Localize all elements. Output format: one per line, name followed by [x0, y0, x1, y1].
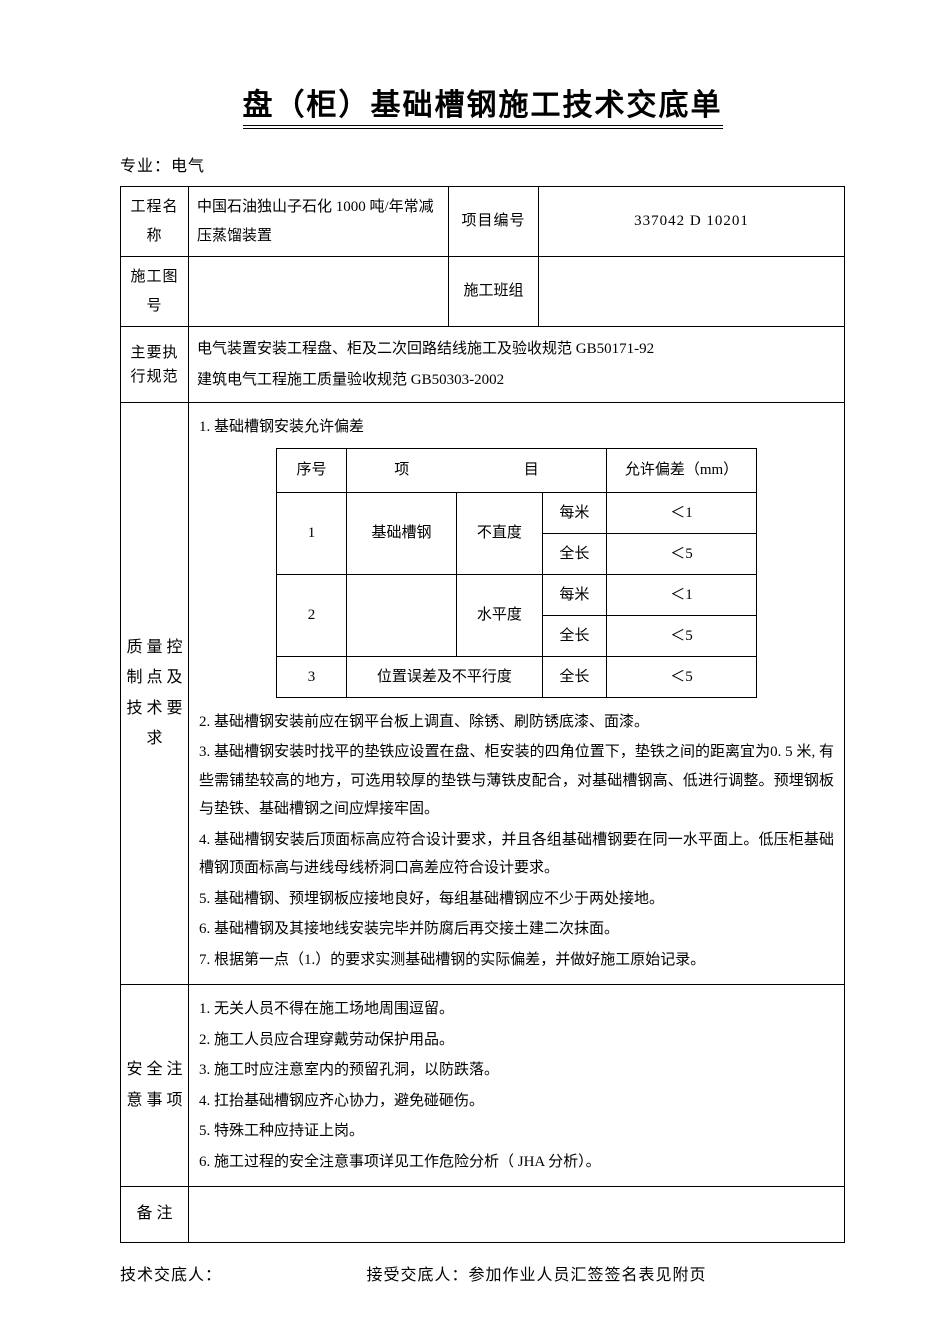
- quality-p4: 4. 基础槽钢安装后顶面标高应符合设计要求，并且各组基础槽钢要在同一水平面上。低…: [199, 826, 834, 883]
- tolerance-table: 序号 项 目 允许偏差（mm） 1 基础槽钢 不直度 每米 ＜1 全长 ＜5: [276, 448, 757, 698]
- footer-right-value: 参加作业人员汇签签名表见附页: [469, 1267, 707, 1284]
- tol-row-2a: 2 水平度 每米 ＜1: [277, 574, 757, 615]
- standards-value: 电气装置安装工程盘、柜及二次回路结线施工及验收规范 GB50171-92 建筑电…: [189, 327, 845, 403]
- row-quality: 质 量 控 制 点 及 技 术 要 求 1. 基础槽钢安装允许偏差 序号 项 目…: [121, 403, 845, 985]
- tol-row-1a: 1 基础槽钢 不直度 每米 ＜1: [277, 492, 757, 533]
- safety-p1: 1. 无关人员不得在施工场地周围逗留。: [199, 995, 834, 1024]
- r1-full: 全长: [542, 533, 606, 574]
- quality-p2: 2. 基础槽钢安装前应在钢平台板上调直、除锈、刷防锈底漆、面漆。: [199, 708, 834, 737]
- r2-sub: 水平度: [457, 574, 543, 656]
- team-label: 施工班组: [449, 257, 539, 327]
- safety-p2: 2. 施工人员应合理穿戴劳动保护用品。: [199, 1026, 834, 1055]
- project-name-label: 工程名称: [121, 187, 189, 257]
- safety-p5: 5. 特殊工种应持证上岗。: [199, 1117, 834, 1146]
- standards-line2: 建筑电气工程施工质量验收规范 GB50303-2002: [197, 366, 836, 395]
- col-item2: 目: [457, 448, 607, 492]
- safety-section-label: 安 全 注 意 事 项: [121, 985, 189, 1187]
- row-drawing: 施工图号 施工班组: [121, 257, 845, 327]
- r2-full: 全长: [542, 615, 606, 656]
- r2-seq: 2: [277, 574, 347, 656]
- r3-full-val: ＜5: [607, 656, 757, 697]
- subject-label: 专业：: [120, 158, 171, 175]
- safety-p4: 4. 扛抬基础槽钢应齐心协力，避免碰砸伤。: [199, 1087, 834, 1116]
- drawing-no-value: [189, 257, 449, 327]
- project-no-value: 337042 D 10201: [539, 187, 845, 257]
- col-seq: 序号: [277, 448, 347, 492]
- quality-heading1: 1. 基础槽钢安装允许偏差: [199, 413, 834, 442]
- r1-per: 每米: [542, 492, 606, 533]
- r2-name: [347, 574, 457, 656]
- r2-full-val: ＜5: [607, 615, 757, 656]
- row-project: 工程名称 中国石油独山子石化 1000 吨/年常减压蒸馏装置 项目编号 3370…: [121, 187, 845, 257]
- footer-left: 技术交底人：: [120, 1261, 367, 1285]
- project-no-label: 项目编号: [449, 187, 539, 257]
- r1-full-val: ＜5: [607, 533, 757, 574]
- col-item1: 项: [347, 448, 457, 492]
- r1-seq: 1: [277, 492, 347, 574]
- r2-per-val: ＜1: [607, 574, 757, 615]
- standards-line1: 电气装置安装工程盘、柜及二次回路结线施工及验收规范 GB50171-92: [197, 335, 836, 364]
- footer-right-label: 接受交底人：: [367, 1267, 469, 1284]
- footer-line: 技术交底人： 接受交底人：参加作业人员汇签签名表见附页: [120, 1261, 845, 1285]
- r1-name: 基础槽钢: [347, 492, 457, 574]
- quality-p5: 5. 基础槽钢、预埋钢板应接地良好，每组基础槽钢应不少于两处接地。: [199, 885, 834, 914]
- tol-header: 序号 项 目 允许偏差（mm）: [277, 448, 757, 492]
- subject-line: 专业：电气: [120, 152, 845, 176]
- document-title: 盘（柜）基础槽钢施工技术交底单: [243, 89, 723, 129]
- notes-value: [189, 1187, 845, 1243]
- subject-value: 电气: [171, 158, 205, 175]
- notes-section-label: 备 注: [121, 1187, 189, 1243]
- row-notes: 备 注: [121, 1187, 845, 1243]
- row-safety: 安 全 注 意 事 项 1. 无关人员不得在施工场地周围逗留。 2. 施工人员应…: [121, 985, 845, 1187]
- safety-content: 1. 无关人员不得在施工场地周围逗留。 2. 施工人员应合理穿戴劳动保护用品。 …: [189, 985, 845, 1187]
- col-tol: 允许偏差（mm）: [607, 448, 757, 492]
- safety-p3: 3. 施工时应注意室内的预留孔洞，以防跌落。: [199, 1056, 834, 1085]
- quality-p3: 3. 基础槽钢安装时找平的垫铁应设置在盘、柜安装的四角位置下，垫铁之间的距离宜为…: [199, 738, 834, 824]
- quality-section-label: 质 量 控 制 点 及 技 术 要 求: [121, 403, 189, 985]
- drawing-no-label: 施工图号: [121, 257, 189, 327]
- r2-per: 每米: [542, 574, 606, 615]
- project-name-value: 中国石油独山子石化 1000 吨/年常减压蒸馏装置: [189, 187, 449, 257]
- r1-sub: 不直度: [457, 492, 543, 574]
- r3-full: 全长: [542, 656, 606, 697]
- row-standards: 主要执行规范 电气装置安装工程盘、柜及二次回路结线施工及验收规范 GB50171…: [121, 327, 845, 403]
- quality-p7: 7. 根据第一点（1.）的要求实测基础槽钢的实际偏差，并做好施工原始记录。: [199, 946, 834, 975]
- safety-p6: 6. 施工过程的安全注意事项详见工作危险分析（ JHA 分析）。: [199, 1148, 834, 1177]
- tol-row-3: 3 位置误差及不平行度 全长 ＜5: [277, 656, 757, 697]
- r3-name: 位置误差及不平行度: [347, 656, 543, 697]
- quality-p6: 6. 基础槽钢及其接地线安装完毕并防腐后再交接土建二次抹面。: [199, 915, 834, 944]
- quality-content: 1. 基础槽钢安装允许偏差 序号 项 目 允许偏差（mm） 1 基础槽钢 不直度…: [189, 403, 845, 985]
- r3-seq: 3: [277, 656, 347, 697]
- main-table: 工程名称 中国石油独山子石化 1000 吨/年常减压蒸馏装置 项目编号 3370…: [120, 186, 845, 1243]
- standards-label: 主要执行规范: [121, 327, 189, 403]
- footer-right: 接受交底人：参加作业人员汇签签名表见附页: [367, 1261, 846, 1285]
- document-title-wrap: 盘（柜）基础槽钢施工技术交底单: [120, 80, 845, 124]
- team-value: [539, 257, 845, 327]
- r1-per-val: ＜1: [607, 492, 757, 533]
